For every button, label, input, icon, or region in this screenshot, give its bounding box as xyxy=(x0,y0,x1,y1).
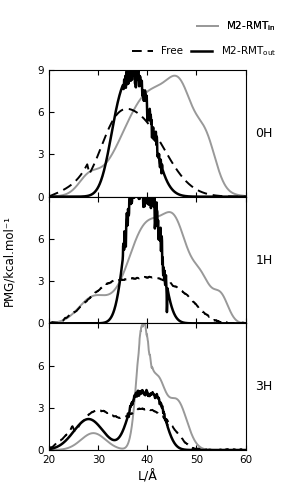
Legend: Free, M2-RMT$_\mathregular{out}$: Free, M2-RMT$_\mathregular{out}$ xyxy=(128,40,280,62)
Text: 1H: 1H xyxy=(255,254,273,266)
Text: 0H: 0H xyxy=(255,127,273,140)
Text: PMG/kcal.mol⁻¹: PMG/kcal.mol⁻¹ xyxy=(3,214,16,306)
Legend: M2-RMT$_\mathregular{in}$: M2-RMT$_\mathregular{in}$ xyxy=(193,15,280,38)
X-axis label: L/Å: L/Å xyxy=(138,470,157,484)
Text: 3H: 3H xyxy=(255,380,273,393)
